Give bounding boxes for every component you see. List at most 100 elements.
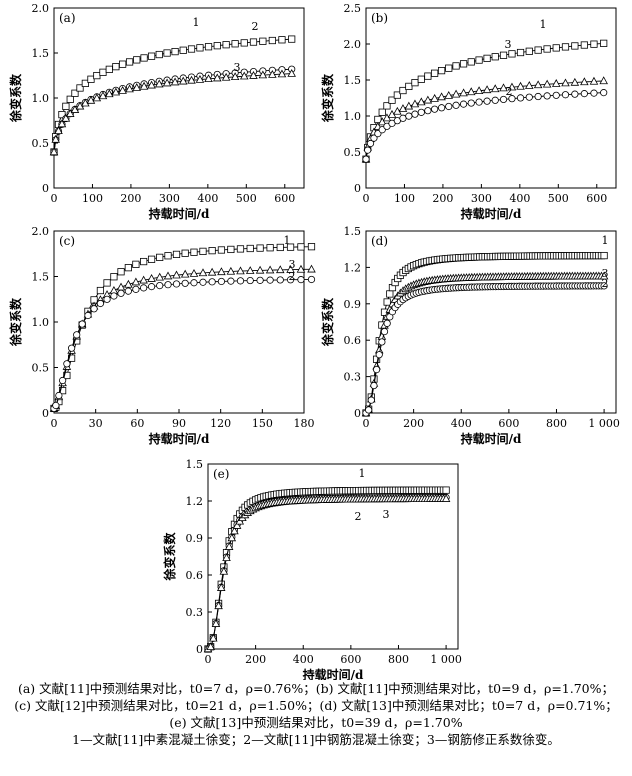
data-point <box>405 112 413 120</box>
data-point <box>245 266 255 274</box>
y-origin-label: 0 <box>354 182 361 195</box>
data-point <box>132 83 142 91</box>
x-tick-label: 500 <box>236 192 257 205</box>
data-point <box>452 62 460 70</box>
y-tick-label: 0.5 <box>344 146 362 159</box>
data-point <box>65 109 75 117</box>
y-tick-label: 0.5 <box>32 362 50 375</box>
data-point <box>139 275 148 284</box>
y-tick-label: 0.9 <box>186 532 204 545</box>
data-point <box>398 104 408 112</box>
caption-line-4: 1—文献[11]中素混凝土徐变；2—文献[11]中钢筋混凝土徐变；3—钢筋修正系… <box>72 732 560 747</box>
data-point <box>561 91 570 99</box>
data-point <box>119 60 127 68</box>
data-point <box>393 91 401 99</box>
caption-line-3: (e) 文献[13]中预测结果对比，t0=39 d，ρ=1.70% <box>169 715 463 730</box>
series-label: 3 <box>383 508 390 521</box>
data-point <box>437 92 446 101</box>
data-point <box>399 114 407 122</box>
data-point <box>399 86 407 95</box>
data-point <box>179 46 187 54</box>
y-axis-label: 徐变系数 <box>8 297 23 347</box>
data-point <box>246 276 254 285</box>
data-point <box>490 84 500 93</box>
data-point <box>147 283 156 291</box>
data-point <box>533 80 543 89</box>
data-point <box>543 45 551 53</box>
data-point <box>133 56 141 64</box>
data-point <box>155 50 163 59</box>
series-3: 3 <box>49 61 296 156</box>
data-point <box>423 95 433 104</box>
data-point <box>66 95 74 103</box>
data-point <box>163 271 173 280</box>
x-tick-label: 120 <box>210 417 231 430</box>
plot-frame <box>53 230 305 414</box>
data-point <box>76 84 84 92</box>
x-axis-label: 持载时间/d <box>149 431 210 446</box>
data-point <box>49 147 59 156</box>
data-point <box>55 391 63 400</box>
data-point <box>266 244 274 252</box>
data-point <box>249 38 258 46</box>
data-point <box>377 117 387 126</box>
data-point <box>67 344 76 352</box>
data-point <box>103 295 111 303</box>
data-point <box>226 266 236 275</box>
data-point <box>599 271 609 280</box>
x-tick-label: 300 <box>471 192 492 205</box>
data-point <box>483 54 491 62</box>
data-point <box>63 360 71 368</box>
data-point <box>187 75 196 84</box>
series-label: 3 <box>505 38 512 51</box>
y-tick-label: 0.6 <box>186 569 204 582</box>
data-point <box>172 250 181 258</box>
data-point <box>117 268 125 276</box>
data-point <box>516 94 525 102</box>
data-point <box>236 277 245 285</box>
data-point <box>370 134 378 142</box>
data-point <box>189 268 199 277</box>
data-point <box>256 244 264 252</box>
data-point <box>525 93 533 101</box>
series-label: 2 <box>602 277 609 290</box>
y-tick-label: 1.2 <box>186 495 204 508</box>
data-point <box>430 93 439 102</box>
data-point <box>140 257 148 266</box>
data-point <box>147 80 156 89</box>
data-point <box>217 277 226 286</box>
data-point <box>212 73 222 82</box>
data-point <box>286 276 295 284</box>
data-point <box>199 247 207 255</box>
data-point <box>221 72 231 81</box>
data-point <box>552 91 560 99</box>
data-point <box>307 243 316 251</box>
data-point <box>445 64 453 72</box>
data-point <box>78 320 86 328</box>
data-point <box>405 82 413 91</box>
data-point <box>59 376 67 385</box>
series-label: 1 <box>193 16 200 29</box>
y-tick-label: 1.5 <box>32 47 50 60</box>
data-point <box>81 79 89 87</box>
data-point <box>589 76 599 85</box>
data-point <box>571 90 579 98</box>
data-point <box>154 79 164 88</box>
data-point <box>580 77 589 86</box>
data-point <box>170 77 180 86</box>
data-point <box>131 277 141 286</box>
series-label: 1 <box>602 234 609 247</box>
x-tick-label: 600 <box>498 417 519 430</box>
data-point <box>364 146 372 154</box>
data-point <box>51 134 60 143</box>
x-tick-label: 60 <box>130 417 144 430</box>
data-point <box>62 102 70 110</box>
data-point <box>110 292 118 300</box>
series-label: 2 <box>355 510 362 523</box>
data-point <box>542 79 552 88</box>
x-tick-label: 200 <box>432 192 453 205</box>
data-point <box>208 247 216 255</box>
data-point <box>442 486 450 494</box>
data-point <box>534 92 542 101</box>
chart-panel-5: 0 200 400 600 800 1 000 0.3 0.6 0.9 1.2 1.5 0 持载时间/d… <box>162 458 462 680</box>
